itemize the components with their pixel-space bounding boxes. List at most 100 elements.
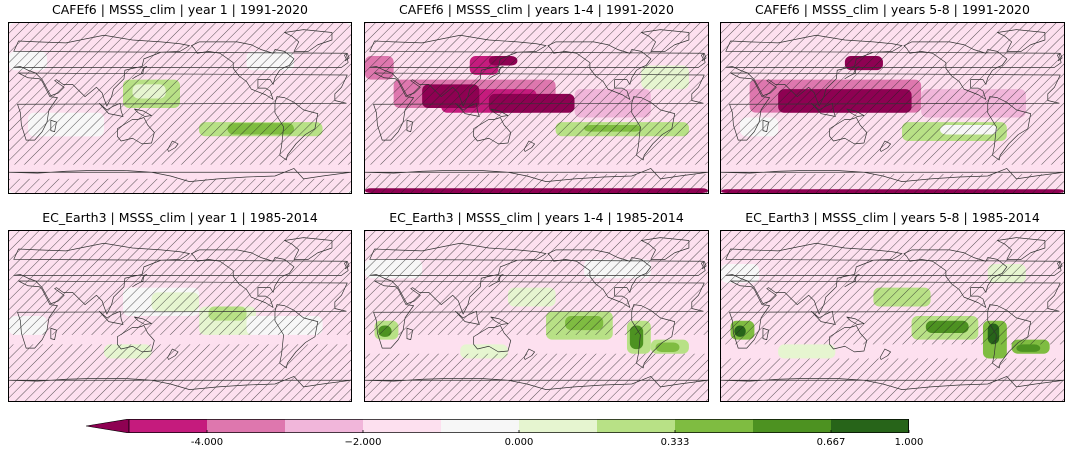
coastline [640, 237, 690, 260]
map-frame [720, 230, 1065, 402]
map-svg [9, 231, 351, 401]
coastline [488, 274, 504, 288]
coastline [455, 102, 480, 117]
colorbar-segment [363, 419, 441, 433]
map-panel-cafef6-years1-4: CAFEf6 | MSSS_clim | years 1-4 | 1991-20… [364, 2, 709, 194]
coastline [547, 249, 652, 308]
colorbar-tick-label: −2.000 [344, 437, 382, 448]
coastline [488, 66, 504, 80]
map-panel-cafef6-year1: CAFEf6 | MSSS_clim | year 1 | 1991-2020 [8, 2, 352, 194]
coastline [844, 274, 860, 288]
colorbar-segment [519, 419, 597, 433]
coastline [879, 140, 891, 152]
significance-hatching [365, 23, 708, 165]
coastline [369, 242, 706, 315]
coastline [762, 119, 769, 132]
coastline [274, 304, 319, 369]
colorbar-tick-label: 0.333 [660, 437, 690, 448]
colorbar-segment [207, 419, 285, 433]
map-svg [721, 231, 1064, 401]
coastline [134, 108, 152, 117]
panel-title: CAFEf6 | MSSS_clim | years 1-4 | 1991-20… [399, 2, 674, 17]
colorbar-segment [441, 419, 519, 433]
map-frame [720, 22, 1065, 194]
coastline [846, 316, 865, 325]
colorbar-scale [86, 419, 910, 433]
coastline [134, 316, 152, 325]
skill-region [655, 342, 680, 352]
colorbar-tick-label: -4.000 [190, 437, 224, 448]
coastline [50, 119, 57, 132]
coastline [274, 96, 319, 161]
coastline [132, 66, 148, 80]
coastline [284, 237, 333, 260]
coastline [9, 376, 351, 390]
coastline [729, 280, 1061, 349]
coastline [373, 280, 705, 349]
colorbar-segment [285, 419, 363, 433]
colorbar-extend-arrow [86, 419, 130, 433]
skill-region [1016, 344, 1041, 352]
map-panel-ecearth3-year1: EC_Earth3 | MSSS_clim | year 1 | 1985-20… [8, 210, 352, 402]
colorbar-tick-label: 1.000 [894, 437, 924, 448]
coastline [344, 52, 350, 62]
coastline [829, 325, 868, 353]
panel-title: EC_Earth3 | MSSS_clim | year 1 | 1985-20… [42, 210, 318, 225]
coastline [117, 325, 155, 353]
coastline [996, 237, 1046, 260]
coastline [365, 168, 708, 182]
coastline [631, 96, 676, 161]
significance-hatching [721, 358, 1064, 401]
coastline [987, 304, 1032, 369]
coastline [721, 168, 1064, 182]
significance-hatching [721, 23, 1064, 165]
coastline [844, 66, 860, 80]
significance-hatching [9, 344, 351, 401]
significance-hatching [9, 178, 351, 193]
panel-title: EC_Earth3 | MSSS_clim | years 1-4 | 1985… [389, 210, 684, 225]
colorbar-segment [753, 419, 831, 433]
coastline [811, 102, 836, 117]
coastline [406, 119, 413, 132]
coastline [490, 108, 509, 117]
coastline [729, 72, 1061, 141]
coastline [406, 327, 413, 340]
coastline [167, 348, 179, 360]
coastline [17, 280, 348, 349]
coastline [98, 102, 124, 117]
coastline [13, 34, 349, 107]
coastline [811, 310, 836, 325]
map-panel-ecearth3-years5-8: EC_Earth3 | MSSS_clim | years 5-8 | 1985… [720, 210, 1065, 402]
map-frame [364, 22, 709, 194]
coastline [1056, 260, 1063, 270]
coastline [191, 249, 295, 308]
map-frame [364, 230, 709, 402]
colorbar-segment [675, 419, 753, 433]
coastline [762, 327, 769, 340]
coastline [523, 140, 535, 152]
coastline [17, 72, 348, 141]
map-panel-cafef6-years5-8: CAFEf6 | MSSS_clim | years 5-8 | 1991-20… [720, 2, 1065, 194]
colorbar-segment [831, 419, 909, 433]
panel-title: CAFEf6 | MSSS_clim | year 1 | 1991-2020 [52, 2, 308, 17]
coastline [903, 41, 1008, 100]
coastline [721, 376, 1064, 390]
coastline [455, 310, 480, 325]
significance-hatching [365, 353, 708, 401]
coastline [700, 260, 707, 270]
colorbar-segment [129, 419, 207, 433]
coastline [473, 117, 512, 145]
coastline [631, 304, 676, 369]
coastline [1056, 52, 1063, 62]
coastline [50, 327, 57, 340]
panel-title: EC_Earth3 | MSSS_clim | years 5-8 | 1985… [745, 210, 1040, 225]
coastline [365, 376, 708, 390]
coastline [547, 41, 652, 100]
colorbar-tick-label: 0.667 [816, 437, 846, 448]
coastline [996, 29, 1046, 52]
coastline [725, 242, 1062, 315]
significance-hatching [365, 174, 708, 193]
coastline [640, 29, 690, 52]
map-frame [8, 22, 352, 194]
map-frame [8, 230, 352, 402]
